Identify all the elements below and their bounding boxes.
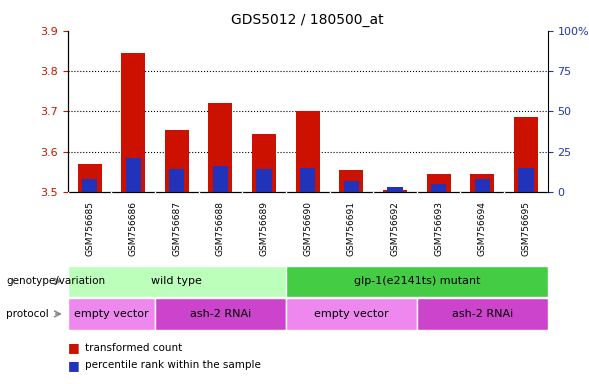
Text: GSM756691: GSM756691: [347, 201, 356, 256]
Text: ■: ■: [68, 341, 80, 354]
Title: GDS5012 / 180500_at: GDS5012 / 180500_at: [231, 13, 384, 27]
Text: transformed count: transformed count: [85, 343, 183, 353]
Text: glp-1(e2141ts) mutant: glp-1(e2141ts) mutant: [353, 276, 480, 286]
Bar: [339, 170, 363, 192]
Bar: [121, 53, 145, 192]
Bar: [300, 168, 315, 192]
Text: GSM756687: GSM756687: [173, 201, 181, 256]
Text: ash-2 RNAi: ash-2 RNAi: [452, 309, 513, 319]
Bar: [165, 129, 189, 192]
Bar: [383, 190, 407, 192]
Bar: [82, 179, 97, 192]
Text: GSM756695: GSM756695: [521, 201, 531, 256]
Text: GSM756686: GSM756686: [128, 201, 138, 256]
Text: GSM756685: GSM756685: [85, 201, 94, 256]
Bar: [213, 166, 228, 192]
Bar: [209, 103, 233, 192]
Bar: [286, 298, 417, 329]
Bar: [169, 169, 184, 192]
Text: GSM756693: GSM756693: [434, 201, 443, 256]
Bar: [68, 266, 286, 297]
Bar: [68, 298, 155, 329]
Text: empty vector: empty vector: [314, 309, 389, 319]
Bar: [252, 134, 276, 192]
Text: ■: ■: [68, 359, 80, 372]
Text: wild type: wild type: [151, 276, 202, 286]
Bar: [431, 184, 446, 192]
Bar: [518, 168, 534, 192]
Bar: [78, 164, 101, 192]
Bar: [470, 174, 494, 192]
Bar: [344, 181, 359, 192]
Bar: [514, 118, 538, 192]
Bar: [286, 266, 548, 297]
Text: empty vector: empty vector: [74, 309, 148, 319]
Text: GSM756689: GSM756689: [260, 201, 269, 256]
Text: percentile rank within the sample: percentile rank within the sample: [85, 360, 262, 370]
Bar: [426, 174, 451, 192]
Text: GSM756694: GSM756694: [478, 201, 487, 256]
Bar: [296, 111, 320, 192]
Bar: [417, 298, 548, 329]
Text: protocol: protocol: [6, 309, 49, 319]
Bar: [388, 187, 403, 192]
Bar: [155, 298, 286, 329]
Text: genotype/variation: genotype/variation: [6, 276, 105, 286]
Text: GSM756688: GSM756688: [216, 201, 225, 256]
Text: ash-2 RNAi: ash-2 RNAi: [190, 309, 251, 319]
Bar: [475, 179, 490, 192]
Bar: [125, 158, 141, 192]
Bar: [256, 169, 272, 192]
Text: GSM756690: GSM756690: [303, 201, 312, 256]
Text: GSM756692: GSM756692: [391, 201, 399, 256]
